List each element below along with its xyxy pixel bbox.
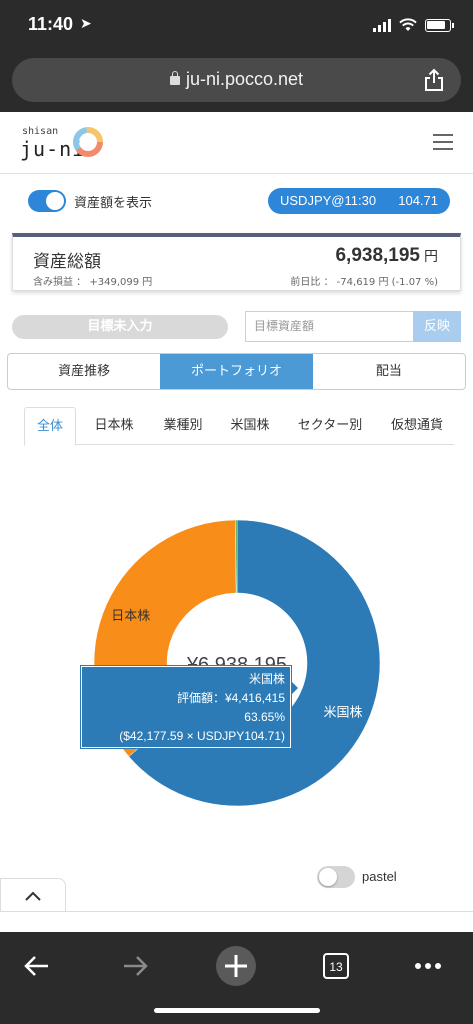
tab-portfolio[interactable]: ポートフォリオ bbox=[160, 354, 313, 389]
status-icons bbox=[373, 18, 454, 32]
donut-slice-label-1: 日本株 bbox=[111, 609, 150, 624]
collapse-panel-button[interactable] bbox=[0, 878, 66, 912]
divider bbox=[0, 911, 473, 912]
tooltip-name: 米国株 bbox=[248, 672, 285, 686]
total-assets-amount: 6,938,195 円 bbox=[335, 245, 438, 267]
fx-rate-value: 104.71 bbox=[398, 193, 438, 208]
lock-icon bbox=[169, 71, 180, 85]
forward-arrow-icon[interactable] bbox=[114, 944, 158, 988]
url-text: ju-ni.pocco.net bbox=[185, 69, 304, 89]
chart-tooltip: 米国株 評価額：¥4,416,415 63.65% ($42,177.59 × … bbox=[80, 665, 298, 749]
location-arrow-icon: ➤ bbox=[80, 16, 92, 32]
main-tabs: 資産推移 ポートフォリオ 配当 bbox=[7, 353, 466, 390]
subtab-us-stocks[interactable]: 米国株 bbox=[230, 418, 270, 433]
new-tab-plus-icon[interactable] bbox=[214, 944, 258, 988]
subtab-all[interactable]: 全体 bbox=[24, 407, 76, 446]
unrealized-gain: 含み損益 ： +349,099 円 bbox=[33, 277, 153, 288]
battery-icon bbox=[425, 18, 454, 32]
share-icon[interactable] bbox=[423, 68, 445, 92]
donut-slice-label-0: 米国株 bbox=[323, 705, 362, 720]
tooltip-usd: ($42,177.59 × USDJPY104.71) bbox=[119, 729, 285, 743]
goal-apply-button[interactable]: 反映 bbox=[413, 311, 461, 342]
pastel-toggle[interactable] bbox=[317, 866, 355, 888]
total-assets-value: 6,938,195 bbox=[335, 245, 420, 266]
subtab-industry[interactable]: 業種別 bbox=[163, 418, 203, 433]
back-arrow-icon[interactable] bbox=[16, 944, 60, 988]
cellular-signal-icon bbox=[373, 18, 391, 32]
url-display: ju-ni.pocco.net bbox=[12, 69, 461, 90]
wifi-icon bbox=[399, 18, 417, 31]
subtab-crypto[interactable]: 仮想通貨 bbox=[390, 418, 443, 433]
home-indicator bbox=[154, 1008, 320, 1013]
goal-amount-input[interactable]: 目標資産額 bbox=[245, 311, 413, 342]
total-assets-unit: 円 bbox=[424, 248, 438, 264]
show-amount-row: 資産額を表示 bbox=[28, 188, 448, 214]
tooltip-value: 評価額：¥4,416,415 bbox=[176, 691, 285, 705]
fx-rate-label: USDJPY@11:30 bbox=[280, 193, 377, 208]
total-assets-title: 資産総額 bbox=[33, 252, 101, 272]
app-header: shisan ju-ni bbox=[0, 112, 473, 174]
tab-dividend[interactable]: 配当 bbox=[375, 364, 402, 379]
tab-switcher-button[interactable]: 13 bbox=[314, 944, 358, 988]
tabs-icon: 13 bbox=[323, 953, 349, 979]
total-assets-card: 資産総額 6,938,195 円 含み損益 ： +349,099 円 前日比 ： … bbox=[12, 233, 461, 291]
subtab-japan-stocks[interactable]: 日本株 bbox=[94, 418, 134, 433]
url-bar[interactable]: ju-ni.pocco.net bbox=[12, 58, 461, 102]
subtab-sector[interactable]: セクター別 bbox=[297, 418, 363, 433]
tab-asset-history[interactable]: 資産推移 bbox=[58, 364, 111, 379]
chevron-up-icon bbox=[25, 891, 41, 901]
pastel-label: pastel bbox=[362, 869, 397, 884]
show-amount-toggle[interactable] bbox=[28, 190, 66, 212]
browser-top-bar: 11:40 ➤ ju-ni.pocco.net bbox=[0, 0, 473, 112]
portfolio-sub-tabs: 全体 日本株 業種別 米国株 セクター別 仮想通貨 bbox=[24, 407, 454, 446]
fx-rate-badge: USDJPY@11:30 104.71 bbox=[268, 188, 450, 214]
tooltip-percent: 63.65% bbox=[244, 710, 285, 724]
show-amount-label: 資産額を表示 bbox=[74, 196, 153, 211]
logo-ring-icon bbox=[73, 127, 103, 157]
more-options-icon[interactable] bbox=[406, 944, 450, 988]
portfolio-chart: 米国株 日本株 ¥6,938,195 bbox=[0, 450, 473, 850]
donut-slice-2[interactable] bbox=[235, 519, 238, 594]
goal-status-badge: 目標未入力 bbox=[12, 315, 228, 339]
logo-subtitle: shisan bbox=[22, 126, 59, 137]
status-time: 11:40 bbox=[28, 14, 74, 34]
tab-count: 13 bbox=[329, 960, 343, 974]
day-over-day-change: 前日比 ： -74,619 円 (-1.07 %) bbox=[290, 277, 438, 288]
hamburger-menu-icon[interactable] bbox=[433, 134, 453, 150]
